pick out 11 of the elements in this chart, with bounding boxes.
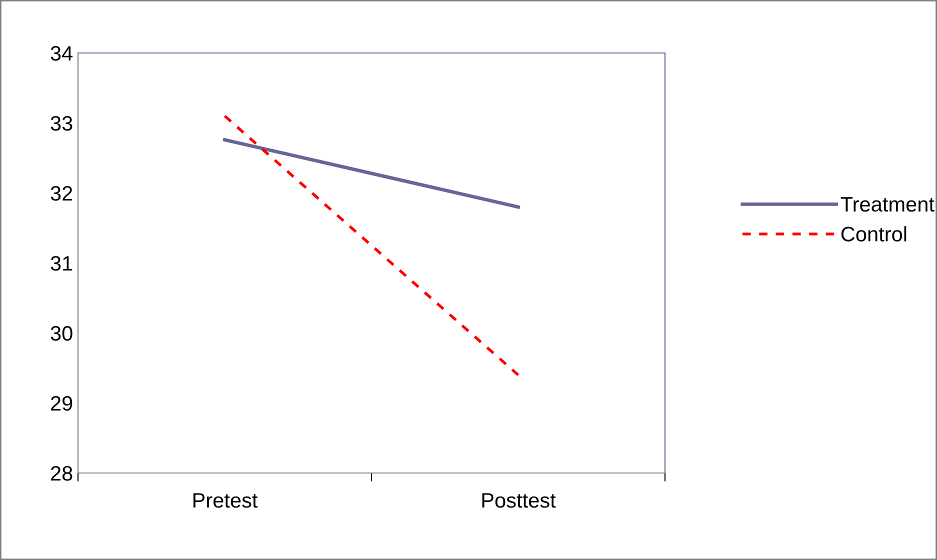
y-tick-label: 28 xyxy=(51,466,72,481)
x-tick-label: Pretest xyxy=(193,493,258,508)
y-tick-label: 29 xyxy=(51,396,72,411)
x-tick-label: Posttest xyxy=(482,493,556,508)
y-tick-label: 30 xyxy=(50,326,72,341)
y-tick-label: 31 xyxy=(50,256,72,271)
y-tick-label: 32 xyxy=(50,186,72,201)
y-tick-label: 33 xyxy=(50,116,72,131)
y-tick-label: 34 xyxy=(50,46,73,61)
legend-label: Control xyxy=(841,226,906,242)
legend-label: Treatment xyxy=(840,197,934,212)
